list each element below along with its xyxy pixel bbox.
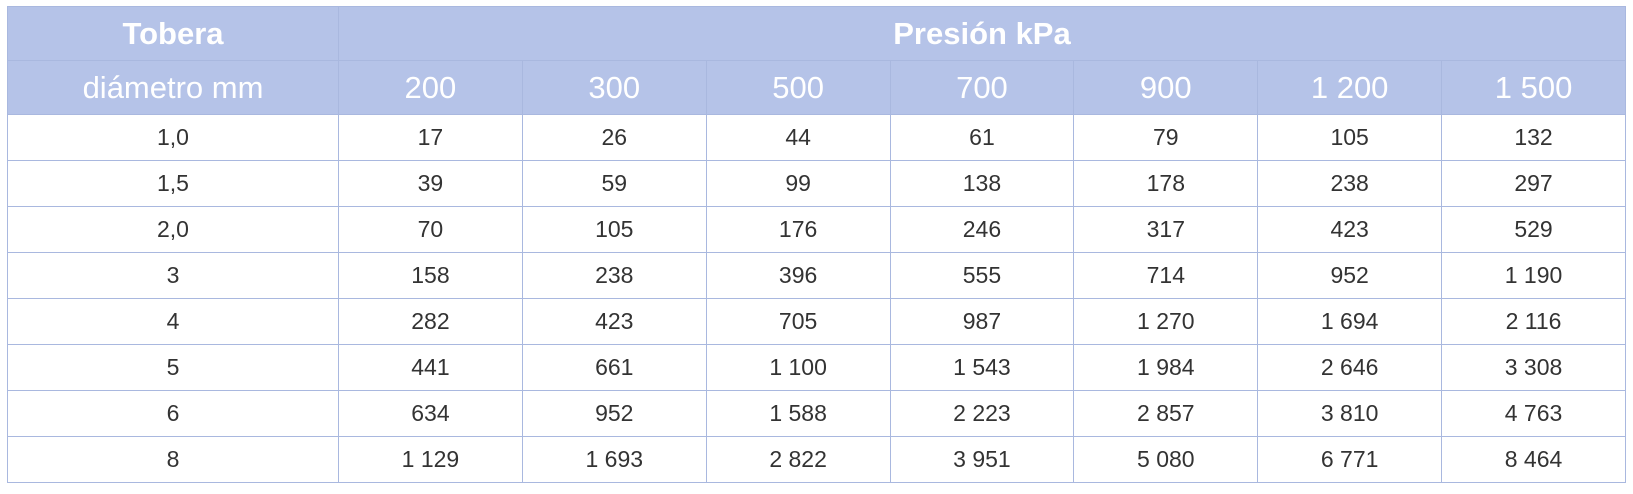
table-cell: 555 [889, 252, 1075, 299]
table-cell: 1 129 [338, 436, 523, 483]
header-cell: 500 [705, 60, 891, 115]
table-cell: 952 [521, 390, 707, 437]
table-cell: 59 [521, 160, 707, 207]
table-cell: 1,0 [7, 114, 339, 161]
table-cell: 3 810 [1257, 390, 1443, 437]
header-cell: diámetro mm [7, 60, 339, 115]
table-cell: 105 [521, 206, 707, 253]
table-cell: 3 951 [889, 436, 1075, 483]
header-cell: 900 [1073, 60, 1259, 115]
header-cell: 1 500 [1441, 60, 1626, 115]
table-cell: 176 [705, 206, 891, 253]
table-cell: 1 190 [1441, 252, 1626, 299]
table-row: 1,0 17 26 44 61 79 105 132 [7, 114, 1626, 161]
table-cell: 2 116 [1441, 298, 1626, 345]
table-cell: 4 [7, 298, 339, 345]
table-row: 2,0 70 105 176 246 317 423 529 [7, 206, 1626, 253]
table-cell: 5 080 [1073, 436, 1259, 483]
table-cell: 1 543 [889, 344, 1075, 391]
header-row: Tobera Presión kPa [7, 6, 1626, 61]
table-cell: 1 694 [1257, 298, 1443, 345]
table-body: 1,0 17 26 44 61 79 105 132 1,5 39 59 99 138 178 238 297… [7, 114, 1626, 483]
header-cell: 700 [889, 60, 1075, 115]
table-cell: 2,0 [7, 206, 339, 253]
table-cell: 44 [705, 114, 891, 161]
table-cell: 317 [1073, 206, 1259, 253]
table-cell: 297 [1441, 160, 1626, 207]
table-cell: 441 [338, 344, 523, 391]
table-cell: 6 [7, 390, 339, 437]
table-cell: 282 [338, 298, 523, 345]
table-cell: 3 308 [1441, 344, 1626, 391]
table-cell: 634 [338, 390, 523, 437]
table-cell: 6 771 [1257, 436, 1443, 483]
table-cell: 1 984 [1073, 344, 1259, 391]
table-row: 3 158 238 396 555 714 952 1 190 [7, 252, 1626, 299]
table-cell: 246 [889, 206, 1075, 253]
table-cell: 158 [338, 252, 523, 299]
header-cell: 200 [338, 60, 523, 115]
data-table: Tobera Presión kPa diámetro mm 200 300 500… [7, 6, 1626, 483]
table-cell: 5 [7, 344, 339, 391]
table-cell: 529 [1441, 206, 1626, 253]
table-cell: 70 [338, 206, 523, 253]
table-cell: 138 [889, 160, 1075, 207]
table-cell: 26 [521, 114, 707, 161]
table-cell: 714 [1073, 252, 1259, 299]
table-cell: 3 [7, 252, 339, 299]
header-cell: 300 [521, 60, 707, 115]
table-cell: 61 [889, 114, 1075, 161]
table-cell: 238 [1257, 160, 1443, 207]
table-cell: 8 464 [1441, 436, 1626, 483]
table-cell: 105 [1257, 114, 1443, 161]
header-cell: Tobera [7, 6, 339, 61]
table-cell: 1 588 [705, 390, 891, 437]
table-cell: 705 [705, 298, 891, 345]
header-cell: 1 200 [1257, 60, 1443, 115]
table-row: 5 441 661 1 100 1 543 1 984 2 646 3 308 [7, 344, 1626, 391]
table-cell: 1 100 [705, 344, 891, 391]
table-row: 4 282 423 705 987 1 270 1 694 2 116 [7, 298, 1626, 345]
table-cell: 99 [705, 160, 891, 207]
table-cell: 2 646 [1257, 344, 1443, 391]
table-cell: 952 [1257, 252, 1443, 299]
table-row: 6 634 952 1 588 2 223 2 857 3 810 4 763 [7, 390, 1626, 437]
table-cell: 8 [7, 436, 339, 483]
table-cell: 79 [1073, 114, 1259, 161]
table-cell: 39 [338, 160, 523, 207]
table-cell: 423 [1257, 206, 1443, 253]
table-cell: 1,5 [7, 160, 339, 207]
table-row: 1,5 39 59 99 138 178 238 297 [7, 160, 1626, 207]
table-cell: 178 [1073, 160, 1259, 207]
table-cell: 238 [521, 252, 707, 299]
table-cell: 17 [338, 114, 523, 161]
table-cell: 2 857 [1073, 390, 1259, 437]
table-cell: 396 [705, 252, 891, 299]
table-cell: 987 [889, 298, 1075, 345]
table-cell: 132 [1441, 114, 1626, 161]
header-cell: Presión kPa [338, 6, 1626, 61]
table-cell: 2 223 [889, 390, 1075, 437]
table-cell: 1 693 [521, 436, 707, 483]
header-row: diámetro mm 200 300 500 700 900 1 200 1 500 [7, 60, 1626, 115]
table-cell: 1 270 [1073, 298, 1259, 345]
table-cell: 423 [521, 298, 707, 345]
table-cell: 4 763 [1441, 390, 1626, 437]
table-cell: 2 822 [705, 436, 891, 483]
table-cell: 661 [521, 344, 707, 391]
